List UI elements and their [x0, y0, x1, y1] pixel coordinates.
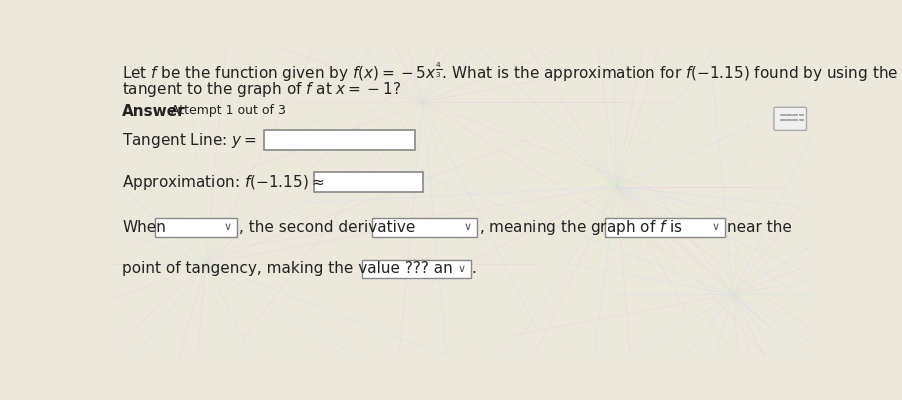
Text: Answer: Answer	[122, 104, 186, 119]
Text: Attempt 1 out of 3: Attempt 1 out of 3	[170, 104, 286, 117]
Text: near the: near the	[727, 220, 791, 235]
FancyBboxPatch shape	[362, 260, 471, 278]
Text: ∨: ∨	[463, 222, 471, 232]
FancyBboxPatch shape	[773, 107, 805, 130]
Text: Let $f$ be the function given by $f(x) = -5x^{\frac{4}{3}}$. What is the approxi: Let $f$ be the function given by $f(x) =…	[122, 60, 902, 84]
FancyBboxPatch shape	[604, 218, 724, 237]
Text: .: .	[471, 262, 475, 276]
Text: , meaning the graph of $f$ is: , meaning the graph of $f$ is	[479, 218, 683, 237]
Text: ∨: ∨	[223, 222, 231, 232]
FancyBboxPatch shape	[155, 218, 236, 237]
FancyBboxPatch shape	[373, 218, 476, 237]
Text: , the second derivative: , the second derivative	[239, 220, 415, 235]
Text: ∨: ∨	[457, 264, 465, 274]
Text: Tangent Line: $y =$: Tangent Line: $y =$	[122, 131, 257, 150]
Text: ∨: ∨	[711, 222, 719, 232]
Text: Approximation: $f(-1.15) \approx$: Approximation: $f(-1.15) \approx$	[122, 173, 324, 192]
Text: When: When	[122, 220, 166, 235]
Text: tangent to the graph of $f$ at $x = -1$?: tangent to the graph of $f$ at $x = -1$?	[122, 80, 400, 99]
Text: point of tangency, making the value ??? an: point of tangency, making the value ??? …	[122, 262, 453, 276]
FancyBboxPatch shape	[314, 172, 422, 192]
FancyBboxPatch shape	[263, 130, 415, 150]
